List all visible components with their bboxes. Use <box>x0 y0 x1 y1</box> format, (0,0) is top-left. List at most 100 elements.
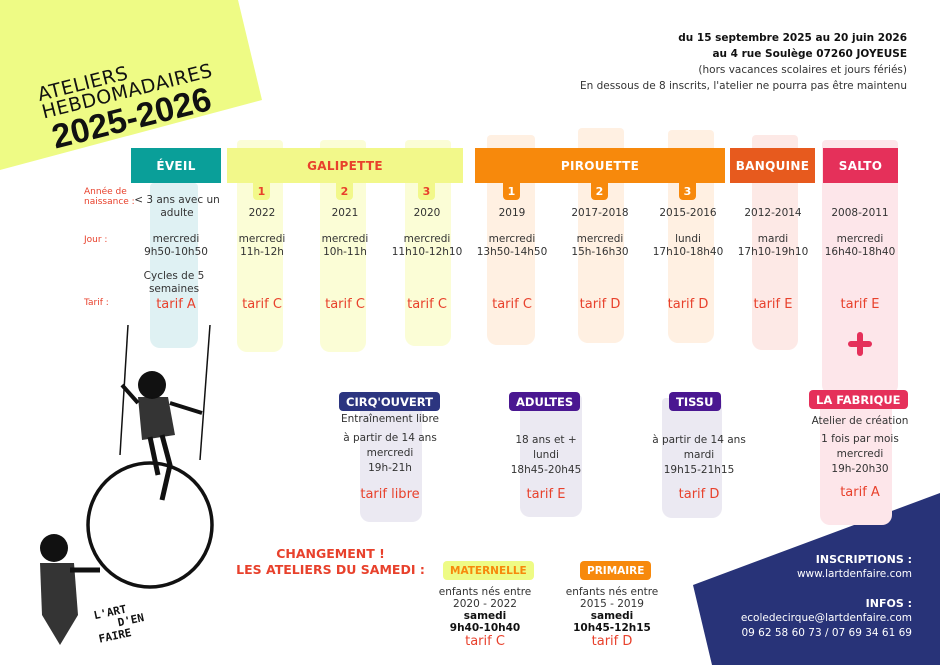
level-badge-galipette-2: 2 <box>336 183 353 200</box>
adultes-line2: 18 ans et + <box>515 434 577 446</box>
fabrique-line2: 1 fois par mois <box>821 433 899 445</box>
level-badge-galipette-1: 1 <box>253 183 270 200</box>
eveil-tarif: tarif A <box>156 297 196 312</box>
eveil-extra: Cycles de 5 semaines <box>143 270 205 295</box>
pirouette-3-jour: lundi <box>675 233 701 245</box>
cirq-ouvert-line4: 19h-21h <box>368 462 412 474</box>
workshop-tissu-badge: TISSU <box>669 392 721 411</box>
season-address: au 4 rue Soulège 07260 JOYEUSE <box>712 48 907 60</box>
category-pirouette: PIROUETTE <box>475 148 725 183</box>
primaire-day: samedi <box>590 610 634 622</box>
season-info: du 15 septembre 2025 au 20 juin 2026 au … <box>580 30 907 94</box>
row-label-jour: Jour : <box>84 235 108 245</box>
salto-horaire: 16h40-18h40 <box>824 246 896 258</box>
adultes-line4: 18h45-20h45 <box>510 464 582 476</box>
level-badge-galipette-3: 3 <box>418 183 435 200</box>
galipette-1-tarif: tarif C <box>242 297 282 312</box>
category-eveil-label: ÉVEIL <box>156 158 196 173</box>
row-label-annee: Année de naissance : <box>84 187 135 207</box>
tissu-line4: 19h15-21h15 <box>663 464 735 476</box>
season-dates: du 15 septembre 2025 au 20 juin 2026 <box>678 32 907 44</box>
minimum-note: En dessous de 8 inscrits, l'atelier ne p… <box>579 80 907 92</box>
saturday-headline: CHANGEMENT ! LES ATELIERS DU SAMEDI : <box>228 546 433 578</box>
cirq-ouvert-line3: mercredi <box>366 447 414 459</box>
category-banquine: BANQUINE <box>730 148 815 183</box>
brush-fabrique <box>820 395 892 525</box>
workshop-fabrique-badge: LA FABRIQUE <box>809 390 908 409</box>
contact-block: INSCRIPTIONS : www.lartdenfaire.com INFO… <box>741 552 912 641</box>
maternelle-line2: 2020 - 2022 <box>453 598 517 610</box>
tissu-line3: mardi <box>683 449 715 461</box>
galipette-1-horaire: 11h-12h <box>240 246 284 258</box>
category-galipette-label: GALIPETTE <box>307 158 383 173</box>
category-salto: SALTO <box>823 148 898 183</box>
brush-eveil <box>150 183 198 348</box>
tissu-tarif: tarif D <box>678 487 720 502</box>
galipette-3-horaire: 11h10-12h10 <box>391 246 463 258</box>
fabrique-tarif: tarif A <box>840 485 880 500</box>
pirouette-3-tarif: tarif D <box>667 297 709 312</box>
galipette-1-jour: mercredi <box>238 233 286 245</box>
maternelle-day: samedi <box>463 610 507 622</box>
infos-label: INFOS : <box>865 597 912 610</box>
workshop-cirq-ouvert-badge: CIRQ'OUVERT <box>339 392 440 411</box>
pirouette-3-naissance: 2015-2016 <box>659 207 717 219</box>
galipette-2-tarif: tarif C <box>325 297 365 312</box>
pirouette-1-naissance: 2019 <box>498 207 526 219</box>
cirq-ouvert-line1: Entraînement libre <box>340 413 440 425</box>
category-pirouette-label: PIROUETTE <box>560 158 640 173</box>
banquine-tarif: tarif E <box>753 297 793 312</box>
adultes-tarif: tarif E <box>526 487 566 502</box>
inscriptions-label: INSCRIPTIONS : <box>815 553 912 566</box>
maternelle-details: enfants nés entre 2020 - 2022 samedi 9h4… <box>425 586 545 649</box>
galipette-2-horaire: 10h-11h <box>323 246 367 258</box>
salto-tarif: tarif E <box>840 297 880 312</box>
primaire-time: 10h45-12h15 <box>573 622 651 634</box>
brush-adultes <box>520 395 582 517</box>
galipette-3-tarif: tarif C <box>407 297 447 312</box>
category-galipette: GALIPETTE <box>227 148 463 183</box>
pirouette-1-jour: mercredi <box>488 233 536 245</box>
fabrique-line1: Atelier de création <box>811 415 909 427</box>
primaire-details: enfants nés entre 2015 - 2019 samedi 10h… <box>552 586 672 649</box>
maternelle-time: 9h40-10h40 <box>449 622 521 634</box>
fabrique-line4: 19h-20h30 <box>831 463 889 475</box>
maternelle-badge: MATERNELLE <box>443 561 534 580</box>
fabrique-line3: mercredi <box>836 448 884 460</box>
adultes-line3: lundi <box>533 449 559 461</box>
saturday-headline-1: CHANGEMENT ! <box>276 546 385 561</box>
level-badge-pirouette-1: 1 <box>503 183 520 200</box>
email-link[interactable]: ecoledecirque@lartdenfaire.com <box>740 612 912 624</box>
website-link[interactable]: www.lartdenfaire.com <box>796 568 912 580</box>
salto-jour: mercredi <box>836 233 884 245</box>
pirouette-2-horaire: 15h-16h30 <box>571 246 629 258</box>
season-note: (hors vacances scolaires et jours fériés… <box>698 64 907 76</box>
primaire-line2: 2015 - 2019 <box>580 598 644 610</box>
pirouette-2-jour: mercredi <box>576 233 624 245</box>
eveil-naissance: < 3 ans avec un adulte <box>134 194 220 219</box>
category-eveil: ÉVEIL <box>131 148 221 183</box>
brush-tissu <box>662 398 722 518</box>
maternelle-tarif: tarif C <box>465 634 505 649</box>
level-badge-pirouette-2: 2 <box>591 183 608 200</box>
banquine-jour: mardi <box>757 233 789 245</box>
galipette-2-jour: mercredi <box>321 233 369 245</box>
galipette-3-naissance: 2020 <box>413 207 441 219</box>
primaire-tarif: tarif D <box>591 634 633 649</box>
galipette-3-jour: mercredi <box>403 233 451 245</box>
galipette-2-naissance: 2021 <box>331 207 359 219</box>
row-label-tarif: Tarif : <box>84 298 109 308</box>
tissu-line2: à partir de 14 ans <box>652 434 746 446</box>
saturday-headline-2: LES ATELIERS DU SAMEDI : <box>236 562 425 577</box>
banquine-horaire: 17h10-19h10 <box>737 246 809 258</box>
galipette-1-naissance: 2022 <box>248 207 276 219</box>
plus-icon <box>848 332 872 356</box>
pirouette-1-tarif: tarif C <box>492 297 532 312</box>
eveil-jour: mercredi <box>152 233 200 245</box>
category-banquine-label: BANQUINE <box>735 158 810 173</box>
pirouette-1-horaire: 13h50-14h50 <box>476 246 548 258</box>
banquine-naissance: 2012-2014 <box>744 207 802 219</box>
pirouette-3-horaire: 17h10-18h40 <box>652 246 724 258</box>
aerial-hoop-illustration <box>40 325 214 645</box>
salto-naissance: 2008-2011 <box>831 207 889 219</box>
